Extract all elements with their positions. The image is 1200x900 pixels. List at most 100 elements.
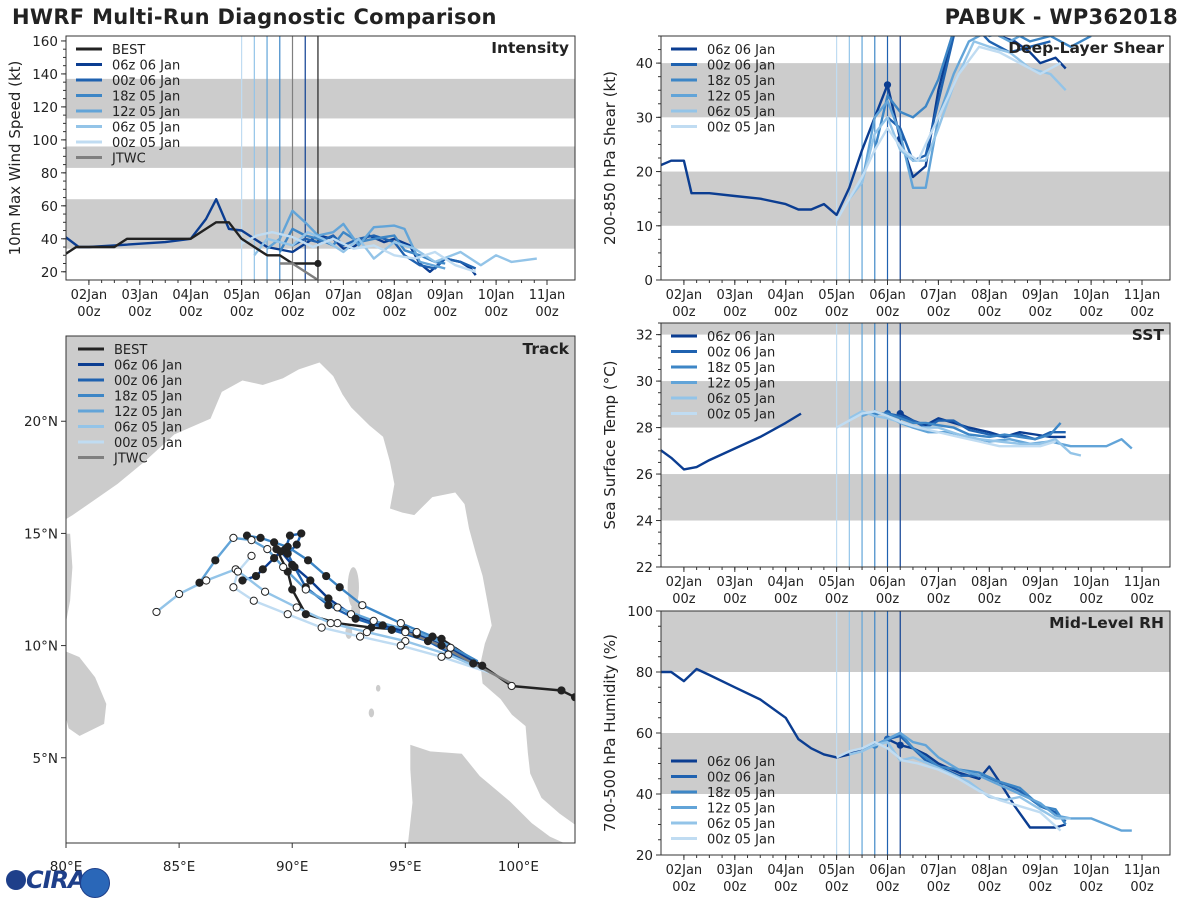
track-xtick-label: 90°E	[276, 859, 308, 875]
track-point	[292, 603, 301, 612]
shear-xtick-label: 06Jan	[869, 288, 906, 303]
intensity-xtick-label: 04Jan	[172, 288, 209, 303]
intensity-xtick-label: 10Jan	[478, 288, 515, 303]
intensity-xtick-label: 00z	[383, 305, 407, 320]
track-point	[507, 681, 516, 691]
rh-series-dot	[896, 741, 904, 749]
track-point	[249, 596, 258, 605]
sst-xtick-label: 00z	[1029, 592, 1053, 607]
track-point	[301, 585, 310, 594]
track-point	[387, 625, 396, 634]
land-sri-lanka	[66, 650, 108, 737]
shear-panel: 0 10 20 30 40 02Jan 00z 03Jan 00z 04Jan 00z 05Jan 00…	[601, 35, 1171, 320]
rh-xtick-label: 00z	[723, 880, 747, 895]
rh-legend-label: 00z 05 Jan	[707, 833, 775, 848]
intensity-xtick-label: 00z	[434, 305, 458, 320]
intensity-xtick-label: 08Jan	[376, 288, 413, 303]
shear-ylabel: 200-850 hPa Shear (kt)	[601, 71, 619, 245]
intensity-ytick-label: 120	[32, 100, 58, 116]
sst-series-line	[874, 412, 1062, 441]
shear-legend-label: 12z 05 Jan	[707, 90, 775, 105]
track-point	[324, 594, 333, 603]
sst-ytick-label: 26	[636, 467, 653, 483]
track-title: Track	[523, 340, 570, 358]
track-point	[444, 650, 453, 659]
land-india-south	[66, 533, 74, 627]
track-point	[283, 542, 292, 551]
track-point	[290, 562, 299, 572]
intensity-ytick-label: 20	[41, 265, 58, 281]
track-point	[437, 641, 446, 650]
sst-xtick-label: 07Jan	[920, 575, 957, 590]
rh-ylabel: 700-500 hPa Humidity (%)	[601, 634, 619, 832]
sst-xtick-label: 10Jan	[1073, 575, 1110, 590]
sst-legend-label: 00z 05 Jan	[707, 408, 775, 423]
intensity-xtick-label: 02Jan	[71, 288, 108, 303]
track-point	[256, 533, 265, 543]
sst-legend-label: 06z 06 Jan	[707, 330, 775, 345]
track-point	[258, 565, 267, 574]
shear-legend-label: 00z 05 Jan	[707, 121, 775, 136]
shear-xtick-label: 00z	[1029, 305, 1053, 320]
track-point	[195, 578, 204, 587]
intensity-xtick-label: 07Jan	[325, 288, 362, 303]
rh-xtick-label: 00z	[1029, 880, 1053, 895]
land-island	[375, 684, 381, 692]
sst-xtick-label: 11Jan	[1124, 575, 1161, 590]
rh-ytick-label: 20	[636, 848, 653, 864]
shear-plot-area	[661, 36, 1170, 280]
sst-series-line	[661, 412, 802, 471]
land-sumatra	[407, 743, 575, 843]
intensity-xtick-label: 00z	[535, 305, 559, 320]
shear-xtick-label: 11Jan	[1124, 288, 1161, 303]
track-ytick-label: 15°N	[24, 526, 58, 542]
track-point	[317, 623, 326, 632]
sst-band	[661, 323, 1170, 335]
track-point	[260, 587, 270, 596]
intensity-plot-area	[66, 36, 575, 280]
track-point	[335, 583, 344, 592]
rh-xtick-label: 09Jan	[1022, 863, 1059, 878]
sst-legend-label: 00z 06 Jan	[707, 346, 775, 361]
sst-legend-label: 18z 05 Jan	[707, 361, 775, 376]
intensity-xtick-label: 00z	[128, 305, 152, 320]
sst-band	[661, 381, 1170, 428]
rh-legend-label: 18z 05 Jan	[707, 786, 775, 801]
track-point	[285, 531, 295, 540]
intensity-ytick-label: 40	[41, 232, 58, 248]
logo-ring-icon	[6, 870, 26, 890]
rh-series-line	[836, 740, 1062, 832]
track-xtick-label: 100°E	[498, 859, 539, 875]
intensity-xtick-label: 03Jan	[122, 288, 159, 303]
track-point	[369, 616, 378, 626]
track-legend-label: 18z 05 Jan	[114, 390, 182, 405]
sst-xtick-label: 00z	[876, 592, 900, 607]
shear-xtick-label: 00z	[978, 305, 1002, 320]
intensity-band	[66, 78, 575, 119]
shear-xtick-label: 07Jan	[920, 288, 957, 303]
sst-ytick-label: 22	[636, 560, 653, 576]
intensity-xtick-label: 00z	[230, 305, 254, 320]
shear-legend-label: 00z 06 Jan	[707, 59, 775, 74]
track-point	[175, 589, 184, 599]
shear-xtick-label: 00z	[876, 305, 900, 320]
intensity-xtick-label: 05Jan	[223, 288, 260, 303]
sst-xtick-label: 00z	[1130, 592, 1154, 607]
track-point	[333, 603, 342, 612]
shear-ytick-label: 20	[636, 165, 653, 181]
intensity-legend-label: 06z 06 Jan	[112, 59, 180, 74]
track-point	[152, 607, 161, 617]
rh-xtick-label: 00z	[1079, 880, 1103, 895]
track-legend-label: 06z 06 Jan	[114, 359, 182, 374]
track-point	[297, 529, 306, 538]
shear-xtick-label: 00z	[927, 305, 951, 320]
rh-xtick-label: 08Jan	[971, 863, 1008, 878]
track-point	[378, 621, 387, 630]
sst-xtick-label: 02Jan	[666, 575, 703, 590]
track-legend-label: 00z 05 Jan	[114, 436, 182, 451]
sst-xtick-label: 00z	[1079, 592, 1103, 607]
